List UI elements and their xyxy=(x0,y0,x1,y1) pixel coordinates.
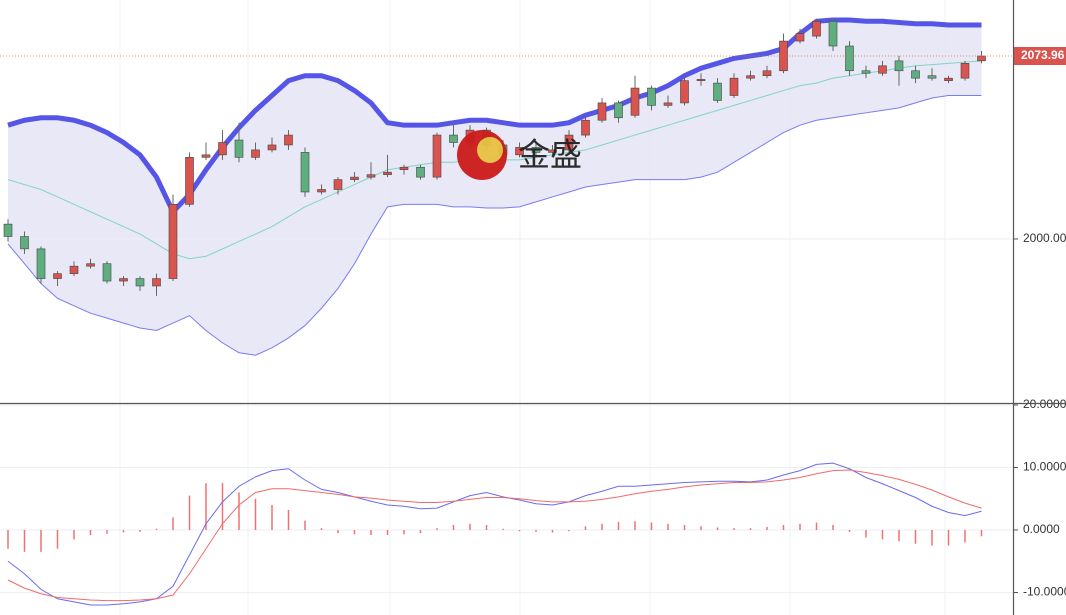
candle-body xyxy=(119,278,128,282)
candle-body xyxy=(201,154,211,158)
candle-body xyxy=(267,144,277,151)
candle-body xyxy=(218,142,227,156)
candle-body xyxy=(977,55,986,62)
y-tick-label: 2000.00 xyxy=(1023,231,1066,245)
candle-body xyxy=(135,278,145,287)
candle-body xyxy=(762,70,772,77)
candle-body xyxy=(3,223,13,237)
y-tick-label: 20.0000 xyxy=(1023,397,1066,411)
y-tick-label: 10.0000 xyxy=(1023,460,1066,474)
candle-body xyxy=(845,45,854,72)
candle-body xyxy=(927,75,937,79)
candle-body xyxy=(234,139,244,158)
candle-body xyxy=(168,204,178,279)
candle-body xyxy=(828,20,838,47)
candle-body xyxy=(53,273,62,279)
candle-body xyxy=(251,149,260,158)
candle-body xyxy=(36,248,46,279)
watermark: 金盛 xyxy=(457,130,582,180)
candle-body xyxy=(449,134,458,143)
band-line xyxy=(7,94,982,356)
candle-body xyxy=(861,70,871,74)
candle-body xyxy=(696,79,706,81)
last-price-tag xyxy=(1014,47,1066,66)
candle-body xyxy=(944,77,953,81)
candle-body xyxy=(317,189,326,193)
candle-body xyxy=(746,75,755,79)
logo-inner xyxy=(477,137,503,163)
candle-body xyxy=(20,236,29,250)
candle-body xyxy=(729,77,739,96)
candle-body xyxy=(960,63,970,79)
band-fill xyxy=(8,20,982,356)
last-price-label: 2073.96 xyxy=(1021,48,1065,62)
candle-body xyxy=(333,179,343,190)
candle-body xyxy=(185,157,194,205)
candle-body xyxy=(102,263,112,282)
candle-body xyxy=(86,263,95,267)
candle-body xyxy=(399,166,409,171)
candle-body xyxy=(581,119,590,136)
candle-body xyxy=(284,134,293,146)
candle-body xyxy=(152,278,161,287)
candle-body xyxy=(597,102,607,121)
y-tick-label: 0.0000 xyxy=(1023,522,1060,536)
candle-body xyxy=(416,166,425,178)
candle-body xyxy=(69,265,79,274)
candle-body xyxy=(300,152,310,193)
candle-body xyxy=(713,82,722,101)
candle-body xyxy=(894,60,904,72)
macd-line xyxy=(7,469,982,602)
candle-body xyxy=(515,147,524,156)
candle-body xyxy=(647,87,656,106)
candle-body xyxy=(795,33,805,42)
watermark-text: 金盛 xyxy=(518,136,582,172)
candle-body xyxy=(812,20,821,37)
candle-body xyxy=(548,149,557,153)
candle-body xyxy=(383,171,392,175)
candle-body xyxy=(911,70,920,79)
candle-body xyxy=(350,176,359,180)
candle-body xyxy=(366,174,376,178)
layers: 2000.00 2073.96 20.0000 10.0000 0.0000 -10.00… xyxy=(0,17,1066,606)
candle-body xyxy=(614,102,623,119)
candle-body xyxy=(432,134,442,178)
candle-body xyxy=(680,80,689,104)
candle-body xyxy=(663,102,673,106)
candle-body xyxy=(630,87,640,116)
macd-line xyxy=(7,462,982,606)
candle-body xyxy=(564,134,574,151)
candle-body xyxy=(531,147,541,153)
y-tick-label: -10.0000 xyxy=(1023,585,1066,599)
candle-body xyxy=(878,65,887,74)
